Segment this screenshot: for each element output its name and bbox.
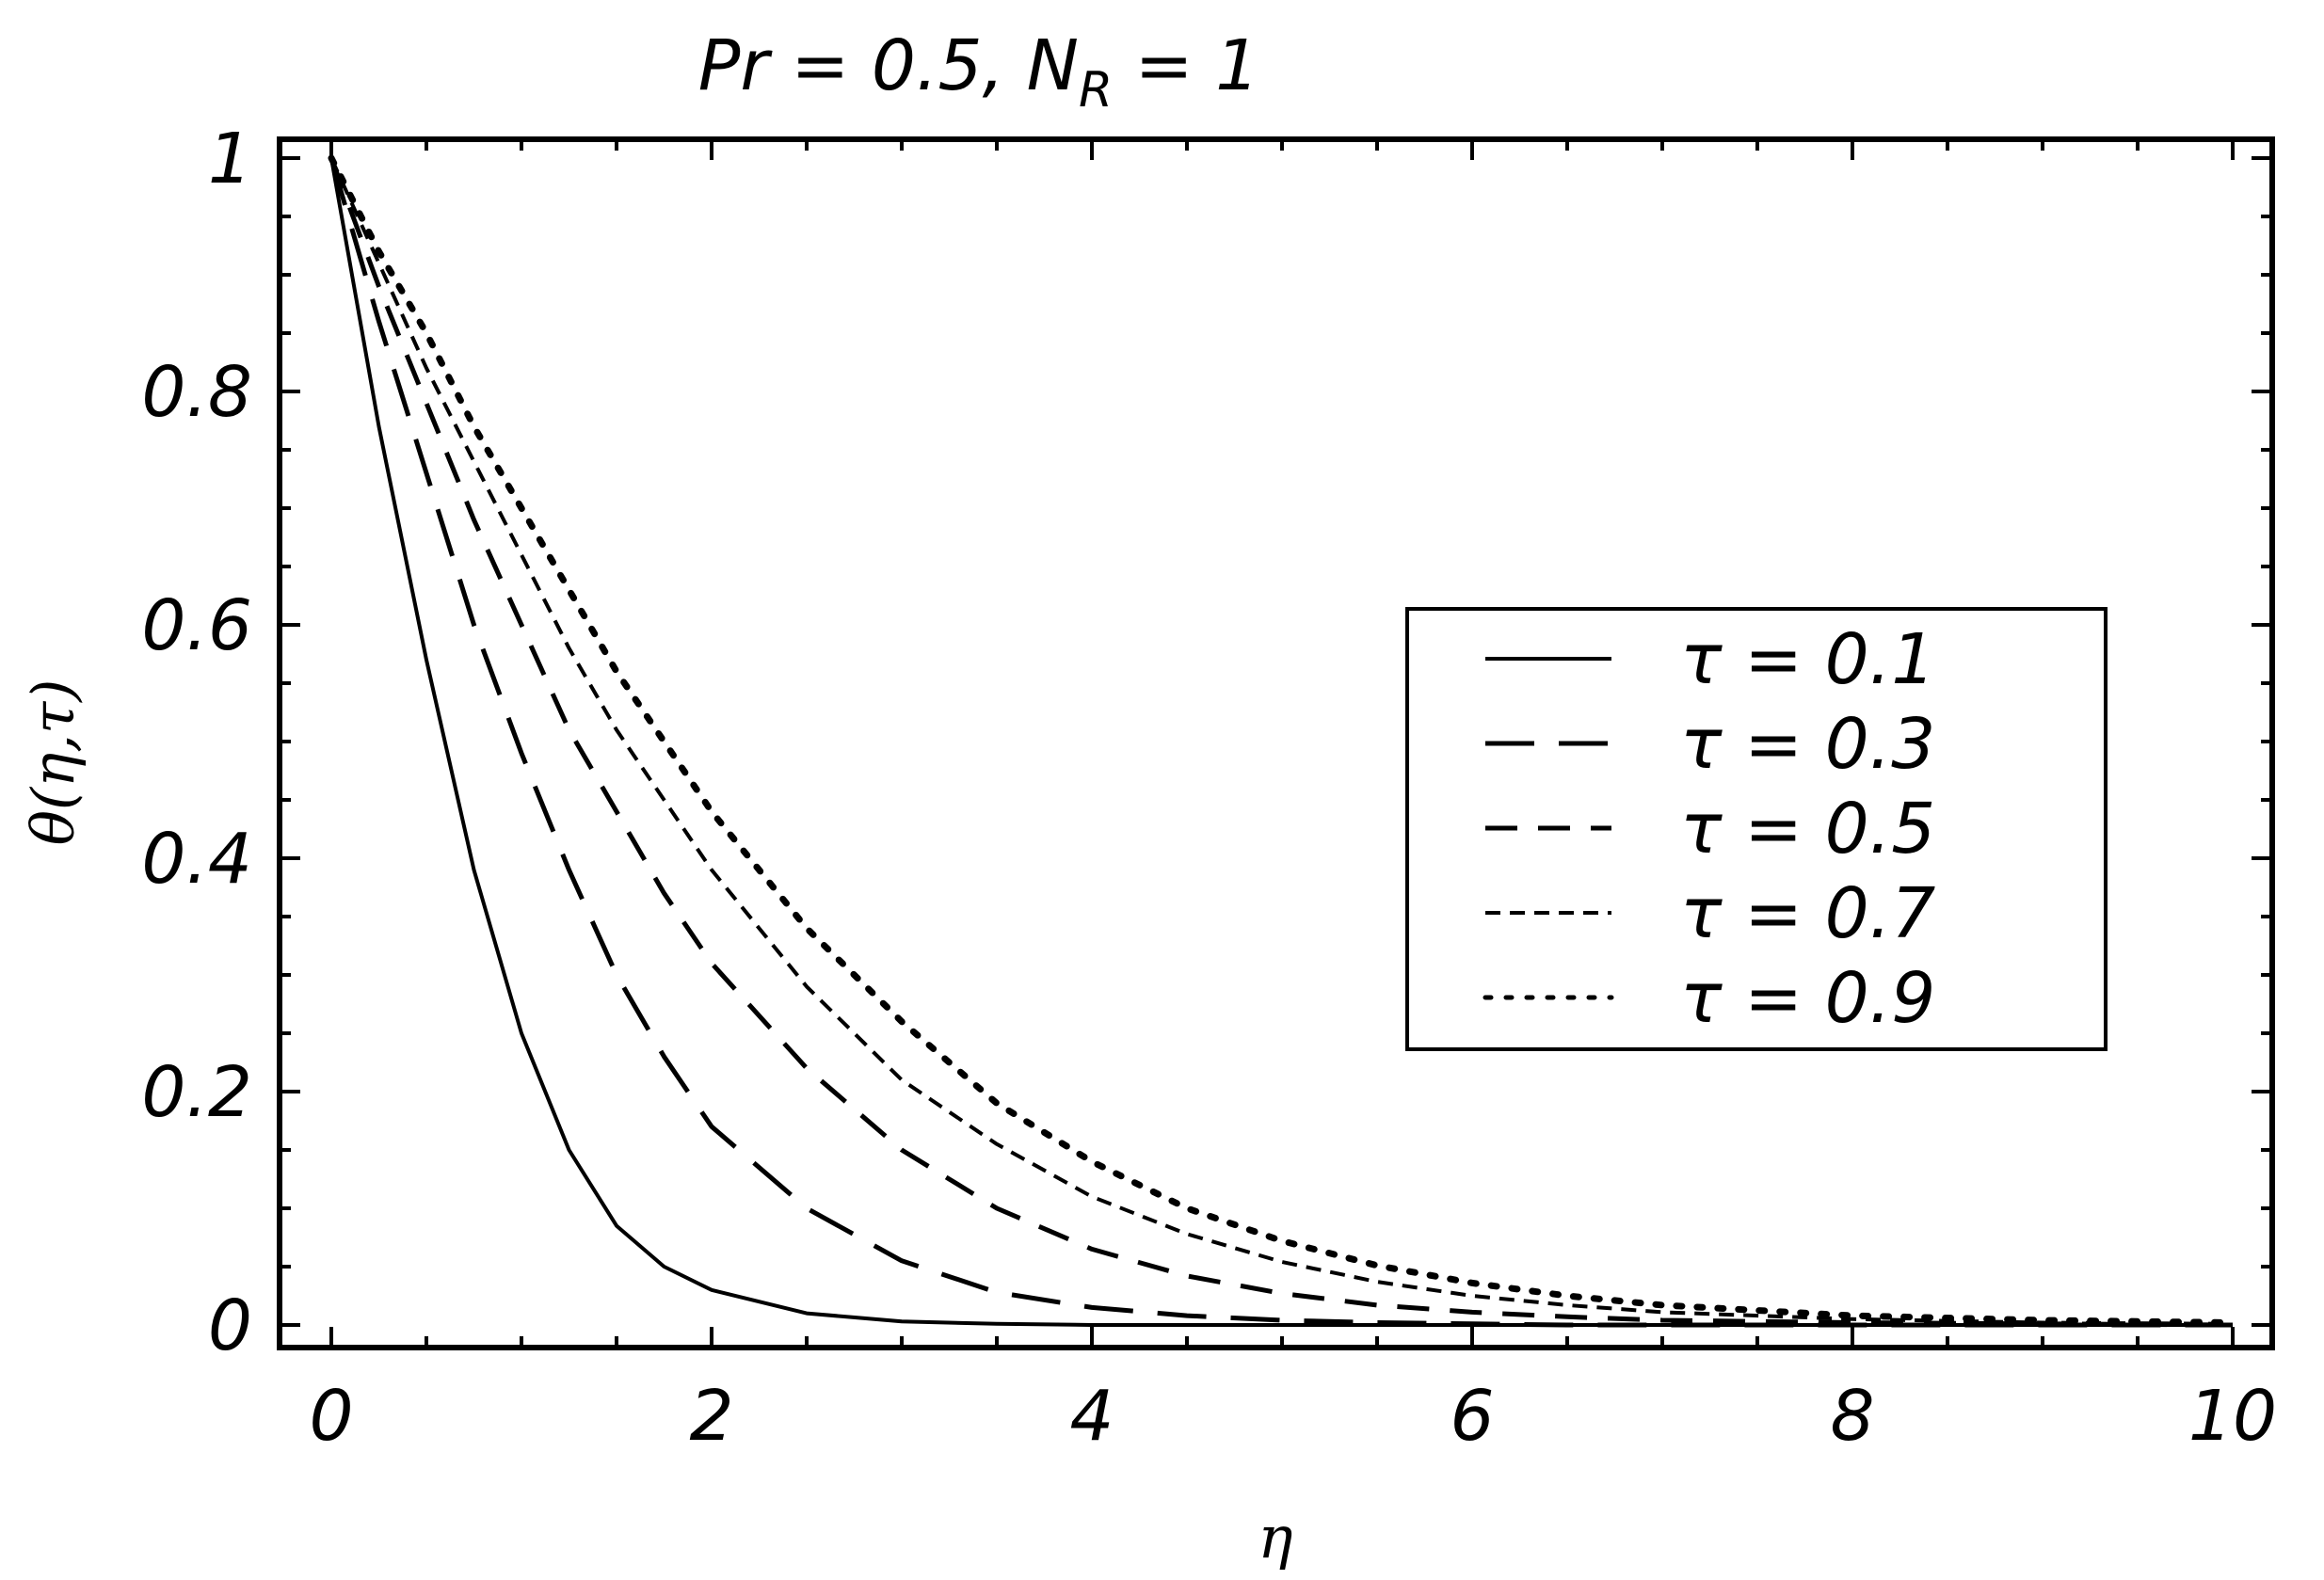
y-tick-label: 0.2 (141, 1052, 252, 1133)
x-tick-label: 6 (1450, 1376, 1494, 1457)
legend-label-2: τ = 0.5 (1680, 789, 1935, 870)
chart-title: Pr = 0.5, NR = 1 (698, 25, 1259, 119)
x-tick-label: 2 (689, 1376, 733, 1457)
y-tick-label: 0.4 (141, 819, 252, 900)
x-tick-label: 8 (1830, 1376, 1874, 1457)
y-axis-ticks (280, 156, 2272, 1327)
x-tick-label: 4 (1069, 1376, 1114, 1457)
series-line-2 (329, 157, 2234, 1328)
legend-label-3: τ = 0.7 (1680, 873, 1935, 954)
legend-box (1405, 607, 2108, 1051)
legend-label-0: τ = 0.1 (1680, 619, 1935, 700)
y-axis-tick-labels: 0 0.2 0.4 0.6 0.8 1 (141, 119, 252, 1366)
x-axis-tick-labels: 0 2 4 6 8 10 (309, 1376, 2277, 1457)
x-axis-ticks (329, 139, 2235, 1348)
y-axis-label: θ(η,τ) (19, 679, 88, 846)
x-tick-label: 10 (2188, 1376, 2277, 1457)
chart-title-subscript: R (1079, 62, 1113, 119)
series-line-1 (329, 157, 2233, 1328)
legend-label-4: τ = 0.9 (1680, 958, 1935, 1039)
legend-label-1: τ = 0.3 (1680, 704, 1935, 785)
y-tick-label: 0.6 (141, 585, 252, 666)
legend: τ = 0.1τ = 0.3τ = 0.5τ = 0.7τ = 0.9 (1405, 607, 2108, 1051)
chart-title-suffix: = 1 (1113, 25, 1259, 106)
legend-items: τ = 0.1τ = 0.3τ = 0.5τ = 0.7τ = 0.9 (1483, 619, 1935, 1039)
series-lines (328, 154, 2236, 1328)
y-tick-label: 0.8 (141, 352, 252, 433)
x-tick-label: 0 (309, 1376, 353, 1457)
series-line-4 (328, 154, 2236, 1326)
x-axis-label: η (1258, 1503, 1292, 1572)
y-tick-label: 1 (208, 119, 252, 199)
chart-title-main: Pr = 0.5, N (698, 25, 1079, 106)
y-tick-label: 0 (208, 1285, 252, 1366)
